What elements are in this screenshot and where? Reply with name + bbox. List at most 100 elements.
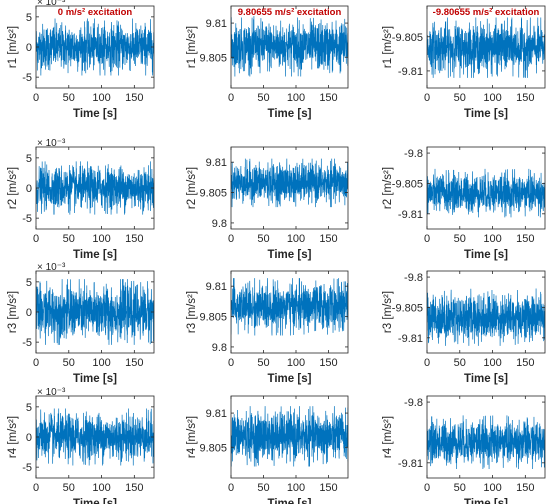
x-tick-label: 100 <box>287 357 305 369</box>
y-tick-label: 0 <box>26 183 32 195</box>
x-tick-label: 150 <box>516 92 534 104</box>
subplot-r3-c2: 0 50 100 150 9.8 9.805 9.81 Time [s] r3 [m/s²] <box>186 270 349 385</box>
axes-box <box>230 270 349 354</box>
y-tick-label: 9.81 <box>206 18 227 30</box>
x-tick-label: 50 <box>454 92 466 104</box>
x-tick-label: 0 <box>424 92 430 104</box>
x-axis-label: Time [s] <box>268 108 312 120</box>
y-axis-label: r4 [m/s²] <box>7 416 19 458</box>
y-tick-label: -9.81 <box>398 66 423 78</box>
x-tick-label: 150 <box>319 92 337 104</box>
signal-line <box>427 17 545 78</box>
x-axis-label: Time [s] <box>73 498 117 504</box>
x-axis-label: Time [s] <box>464 249 508 261</box>
y-tick-label: 9.805 <box>199 312 227 324</box>
x-tick-label: 0 <box>33 482 39 494</box>
y-tick-label: -9.805 <box>392 302 423 314</box>
y-multiplier: × 10⁻³ <box>37 0 66 8</box>
x-axis-label: Time [s] <box>464 373 508 385</box>
y-tick-label: 0 <box>26 42 32 54</box>
x-tick-label: 100 <box>287 233 305 245</box>
y-tick-label: 9.805 <box>199 188 227 200</box>
y-axis-label: r3 [m/s²] <box>7 291 19 333</box>
y-tick-label: -5 <box>22 213 32 225</box>
y-multiplier: × 10⁻³ <box>37 262 66 273</box>
x-tick-label: 150 <box>319 233 337 245</box>
x-axis-label: Time [s] <box>464 108 508 120</box>
x-tick-label: 0 <box>228 92 234 104</box>
x-tick-label: 100 <box>287 92 305 104</box>
x-axis-label: Time [s] <box>73 108 117 120</box>
x-tick-label: 150 <box>516 357 534 369</box>
axes-box <box>426 146 546 230</box>
x-tick-label: 50 <box>63 92 75 104</box>
y-tick-label: -9.81 <box>398 458 423 470</box>
y-tick-label: -9.805 <box>392 32 423 44</box>
x-tick-label: 50 <box>454 482 466 494</box>
x-tick-label: 0 <box>33 233 39 245</box>
axes-box <box>426 5 546 89</box>
x-tick-label: 100 <box>92 482 110 494</box>
y-tick-label: -9.81 <box>398 333 423 345</box>
x-tick-label: 0 <box>228 482 234 494</box>
x-tick-label: 50 <box>63 482 75 494</box>
signal-line <box>427 415 545 469</box>
x-tick-label: 50 <box>257 357 269 369</box>
x-tick-label: 150 <box>516 482 534 494</box>
y-axis-label: r1 [m/s²] <box>186 26 198 68</box>
signal-line <box>36 279 154 345</box>
y-tick-label: -9.805 <box>392 178 423 190</box>
x-tick-label: 0 <box>33 357 39 369</box>
axes-box <box>230 146 349 230</box>
y-axis-label: r1 [m/s²] <box>7 26 19 68</box>
y-axis-label: r2 [m/s²] <box>7 167 19 209</box>
signal-line <box>231 16 348 77</box>
y-axis-label: r2 [m/s²] <box>382 167 394 209</box>
x-axis-label: Time [s] <box>268 249 312 261</box>
x-tick-label: 0 <box>33 92 39 104</box>
y-tick-label: -9.8 <box>404 397 423 409</box>
x-tick-label: 100 <box>92 92 110 104</box>
x-tick-label: 100 <box>483 357 501 369</box>
y-tick-label: 0 <box>26 432 32 444</box>
x-tick-label: 50 <box>257 92 269 104</box>
axes-box <box>230 395 349 479</box>
y-axis-label: r4 [m/s²] <box>186 416 198 458</box>
y-axis-label: r3 [m/s²] <box>382 291 394 333</box>
x-tick-label: 150 <box>319 357 337 369</box>
x-tick-label: 0 <box>228 233 234 245</box>
x-tick-label: 100 <box>287 482 305 494</box>
signal-line <box>231 158 348 208</box>
x-tick-label: 0 <box>424 482 430 494</box>
x-axis-label: Time [s] <box>268 498 312 504</box>
y-tick-label: -9.8 <box>404 272 423 284</box>
x-tick-label: 0 <box>228 357 234 369</box>
axes-box <box>230 5 349 89</box>
x-tick-label: 50 <box>63 357 75 369</box>
y-multiplier: × 10⁻³ <box>37 138 66 149</box>
y-tick-label: 9.8 <box>212 218 227 230</box>
x-tick-label: 0 <box>424 233 430 245</box>
y-tick-label: -5 <box>22 462 32 474</box>
y-tick-label: -5 <box>22 72 32 84</box>
y-tick-label: 5 <box>26 153 32 165</box>
x-tick-label: 50 <box>257 482 269 494</box>
y-tick-label: 9.81 <box>206 157 227 169</box>
y-tick-label: -5 <box>22 337 32 349</box>
x-tick-label: 100 <box>92 233 110 245</box>
x-tick-label: 150 <box>125 482 143 494</box>
y-tick-label: -9.81 <box>398 209 423 221</box>
y-axis-label: r2 [m/s²] <box>186 167 198 209</box>
x-tick-label: 100 <box>92 357 110 369</box>
x-tick-label: 50 <box>454 233 466 245</box>
x-axis-label: Time [s] <box>73 249 117 261</box>
x-tick-label: 150 <box>319 482 337 494</box>
x-tick-label: 150 <box>125 357 143 369</box>
y-tick-label: 9.81 <box>206 408 227 420</box>
subplot-title: 0 m/s² excitation <box>58 7 133 18</box>
y-multiplier: × 10⁻³ <box>37 387 66 398</box>
